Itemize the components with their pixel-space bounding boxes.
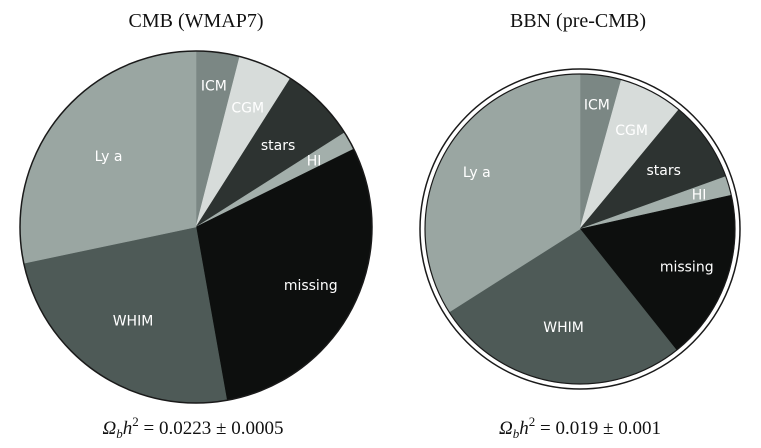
chart-title-cmb: CMB (WMAP7) [128, 10, 263, 32]
slice-label-cmb-stars: stars [261, 138, 295, 154]
slice-label-cmb-icm: ICM [201, 79, 227, 95]
slice-label-bbn-cgm: CGM [615, 123, 648, 139]
slice-label-bbn-missing: missing [660, 260, 714, 276]
pie-outline-cmb [19, 50, 373, 404]
slice-label-bbn-ly-a: Ly a [463, 165, 491, 181]
chart-title-bbn: BBN (pre-CMB) [510, 10, 646, 32]
slice-label-cmb-hi: HI [307, 154, 322, 170]
pie-outline-bbn [424, 73, 736, 385]
slice-label-bbn-stars: stars [646, 163, 680, 179]
slice-label-bbn-whim: WHIM [543, 320, 584, 336]
omega-formula-bbn: Ωbh2 = 0.019 ± 0.001 [499, 414, 661, 441]
slice-label-cmb-ly-a: Ly a [95, 149, 123, 165]
pie-chart-bbn: BBN (pre-CMB) ICM CGM stars HI missing WHIM Ly… [419, 10, 741, 441]
pie-slices-bbn [424, 73, 736, 385]
pie-labels-bbn: ICM CGM stars HI missing WHIM Ly a [463, 98, 714, 336]
slice-label-cmb-whim: WHIM [113, 313, 154, 329]
omega-formula-cmb: Ωbh2 = 0.0223 ± 0.0005 [103, 414, 284, 441]
pie-slices-cmb [19, 50, 373, 404]
slice-label-cmb-missing: missing [284, 278, 338, 294]
slice-label-cmb-cgm: CGM [231, 101, 264, 117]
slice-label-bbn-icm: ICM [584, 98, 610, 114]
slice-label-bbn-hi: HI [692, 187, 707, 203]
